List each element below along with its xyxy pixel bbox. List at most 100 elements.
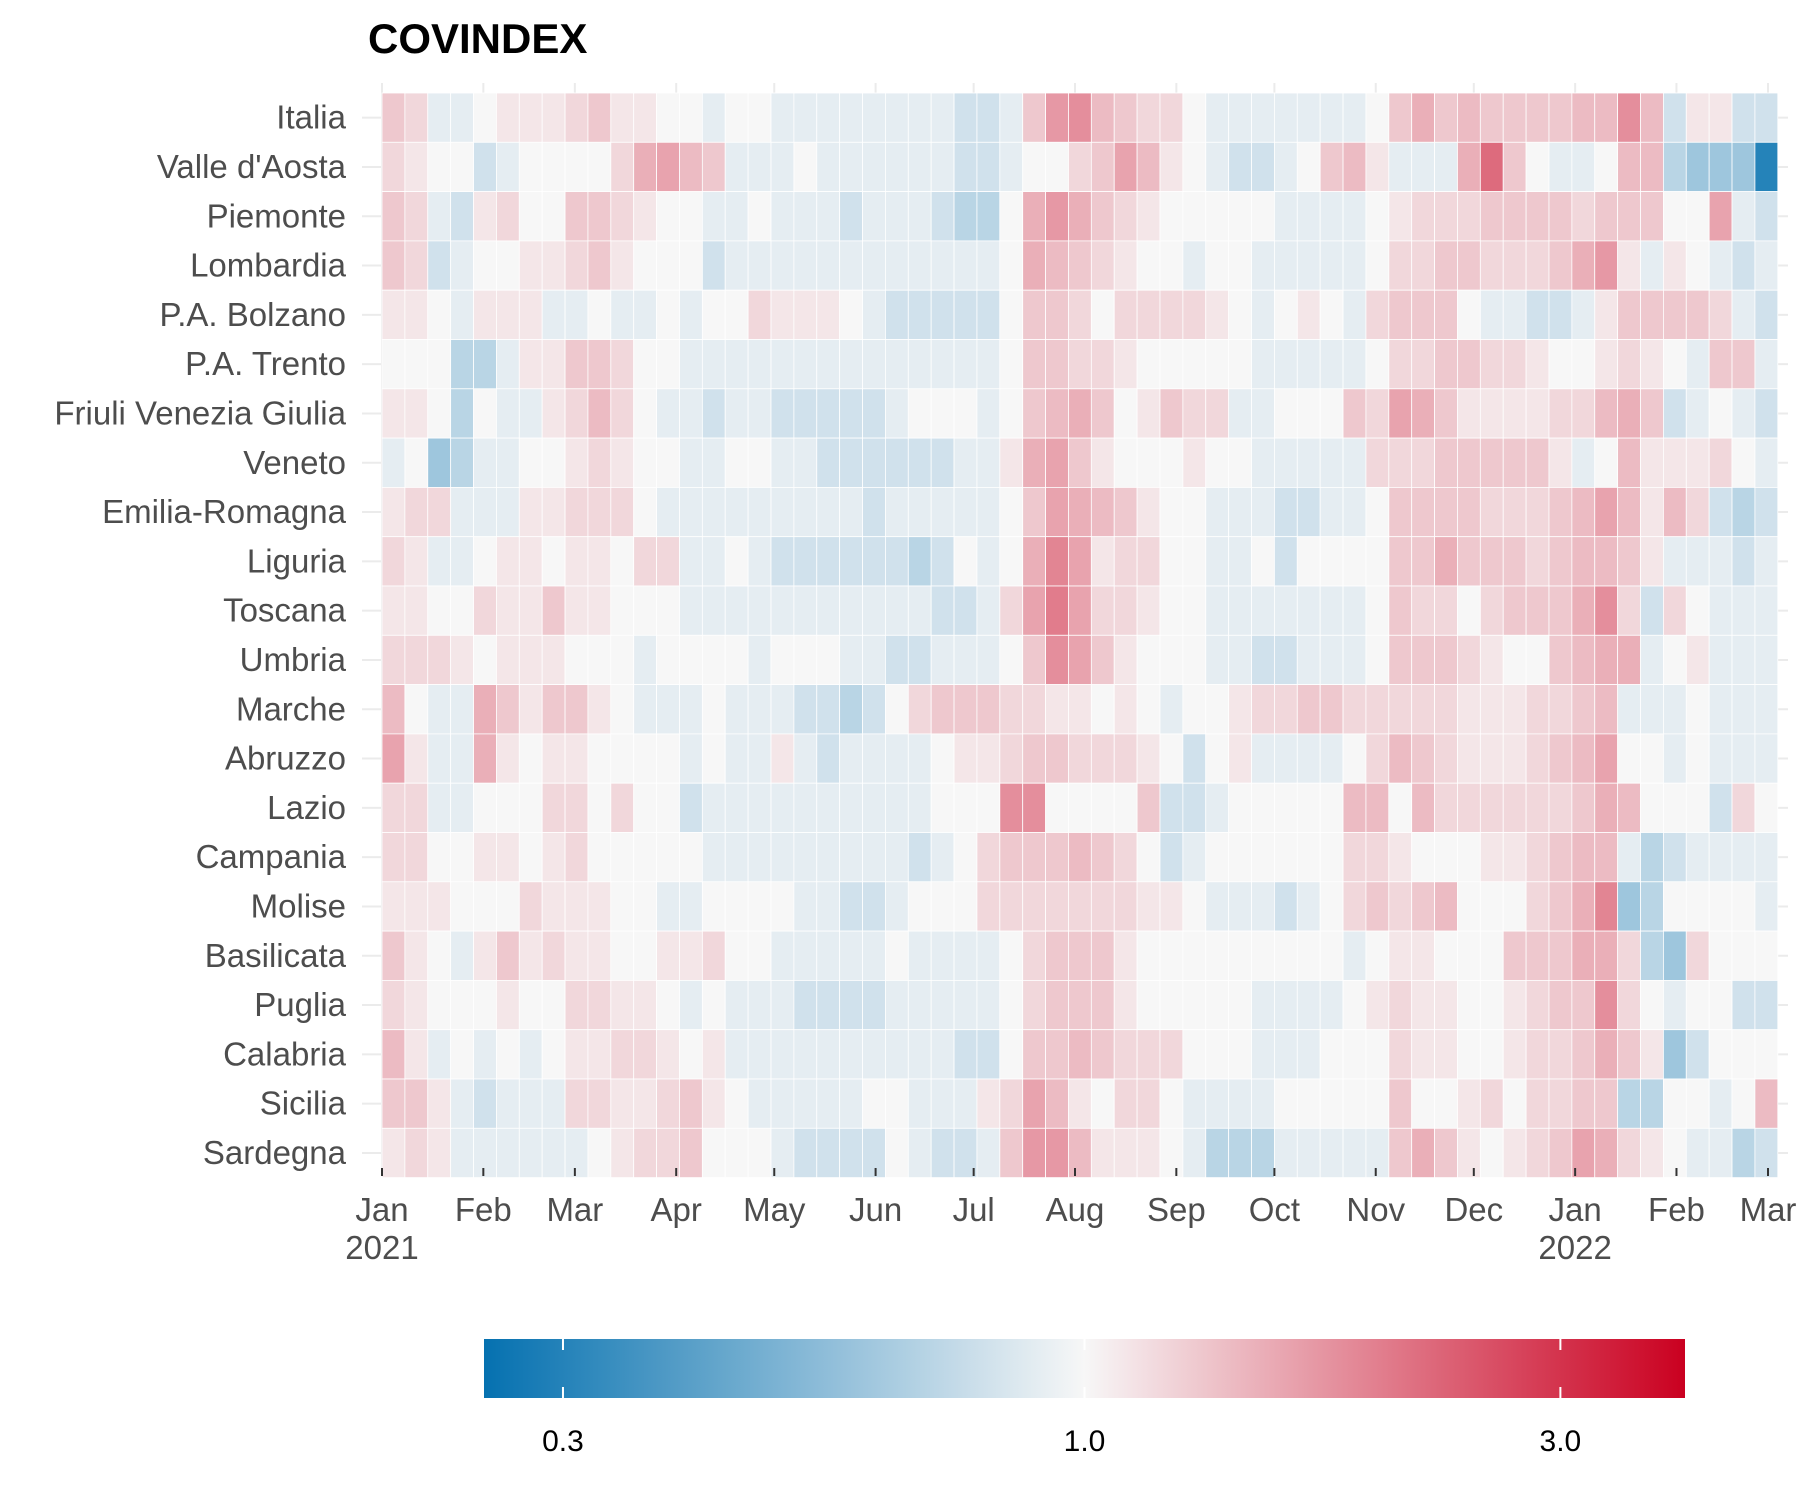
heatmap-cell — [1617, 388, 1641, 439]
heatmap-cell — [450, 486, 474, 538]
heatmap-cell — [1457, 388, 1481, 439]
heatmap-cell — [633, 141, 657, 193]
heatmap-cell — [518, 585, 543, 636]
heatmap-cell — [1319, 585, 1344, 636]
heatmap-cell — [496, 92, 520, 143]
heatmap-cell — [1640, 141, 1664, 193]
heatmap-cell — [656, 684, 680, 735]
heatmap-cell — [885, 388, 909, 439]
heatmap-cell — [473, 930, 497, 981]
heatmap-cell — [1594, 536, 1619, 587]
heatmap-cell — [1411, 733, 1435, 784]
heatmap-cell — [1685, 141, 1710, 193]
heatmap-cell — [1251, 832, 1275, 883]
heatmap-cell — [1159, 191, 1184, 242]
heatmap-cell — [1548, 881, 1573, 932]
heatmap-cell — [1685, 92, 1710, 143]
heatmap-cell — [1731, 536, 1756, 587]
heatmap-cell — [381, 388, 406, 439]
heatmap-cell — [724, 832, 749, 883]
heatmap-cell — [1708, 191, 1733, 242]
heatmap-cell — [816, 1127, 841, 1179]
heatmap-cell — [656, 437, 680, 488]
heatmap-cell — [1090, 191, 1115, 242]
heatmap-cell — [724, 881, 749, 932]
heatmap-cell — [1090, 92, 1115, 143]
heatmap-cell — [747, 339, 772, 390]
heatmap-cell — [1754, 388, 1779, 439]
heatmap-cell — [1228, 1127, 1252, 1179]
heatmap-cell — [1205, 782, 1230, 833]
heatmap-cell — [907, 634, 932, 685]
heatmap-cell — [404, 980, 429, 1031]
heatmap-cell — [1228, 536, 1252, 587]
heatmap-cell — [679, 141, 703, 193]
heatmap-cell — [1617, 1078, 1641, 1129]
heatmap-cell — [1274, 388, 1298, 439]
heatmap-cell — [885, 684, 909, 735]
heatmap-cell — [1731, 92, 1756, 143]
heatmap-cell — [1754, 930, 1779, 981]
heatmap-cell — [1502, 191, 1527, 242]
heatmap-cell — [1090, 930, 1115, 981]
heatmap-cell — [541, 536, 566, 587]
heatmap-cell — [1136, 1078, 1161, 1129]
heatmap-cell — [1685, 1127, 1710, 1179]
heatmap-cell — [404, 881, 429, 932]
heatmap-cell — [1136, 634, 1161, 685]
heatmap-cell — [1296, 1078, 1321, 1129]
heatmap-cell — [427, 832, 452, 883]
heatmap-cell — [770, 634, 795, 685]
heatmap-cell — [1068, 289, 1092, 340]
heatmap-cell — [862, 1127, 886, 1179]
heatmap-cell — [587, 289, 612, 340]
heatmap-cell — [1594, 388, 1619, 439]
heatmap-cell — [1479, 339, 1504, 390]
heatmap-cell — [839, 191, 863, 242]
heatmap-cell — [1708, 486, 1733, 538]
heatmap-cell — [1296, 980, 1321, 1031]
heatmap-cell — [427, 881, 452, 932]
heatmap-cell — [1068, 733, 1092, 784]
heatmap-cell — [1502, 881, 1527, 932]
heatmap-cell — [1205, 1029, 1230, 1080]
heatmap-cell — [724, 388, 749, 439]
heatmap-cell — [610, 486, 635, 538]
heatmap-cell — [1663, 141, 1687, 193]
heatmap-cell — [976, 832, 1001, 883]
heatmap-cell — [816, 782, 841, 833]
heatmap-cell — [473, 585, 497, 636]
heatmap-cell — [1251, 437, 1275, 488]
heatmap-cell — [1274, 437, 1298, 488]
heatmap-cell — [1274, 930, 1298, 981]
heatmap-cell — [747, 1127, 772, 1179]
heatmap-cell — [404, 832, 429, 883]
heatmap-cell — [839, 980, 863, 1031]
heatmap-cell — [1525, 782, 1550, 833]
heatmap-cell — [1663, 1127, 1687, 1179]
heatmap-cell — [862, 141, 886, 193]
heatmap-cell — [496, 782, 520, 833]
heatmap-cell — [1434, 388, 1458, 439]
heatmap-cell — [679, 240, 703, 291]
heatmap-cell — [1571, 980, 1596, 1031]
heatmap-cell — [1411, 684, 1435, 735]
heatmap-cell — [1068, 388, 1092, 439]
heatmap-cell — [1136, 1029, 1161, 1080]
heatmap-cell — [862, 782, 886, 833]
heatmap-cell — [1525, 92, 1550, 143]
heatmap-cell — [1754, 240, 1779, 291]
heatmap-cell — [473, 437, 497, 488]
heatmap-cell — [518, 191, 543, 242]
heatmap-cell — [564, 1127, 589, 1179]
heatmap-cell — [770, 289, 795, 340]
heatmap-cell — [381, 289, 406, 340]
heatmap-cell — [633, 191, 657, 242]
heatmap-cell — [701, 240, 726, 291]
heatmap-cell — [1525, 1078, 1550, 1129]
heatmap-cell — [1502, 388, 1527, 439]
heatmap-cell — [1365, 388, 1390, 439]
heatmap-cell — [1685, 881, 1710, 932]
heatmap-cell — [381, 1078, 406, 1129]
heatmap-cell — [1754, 782, 1779, 833]
